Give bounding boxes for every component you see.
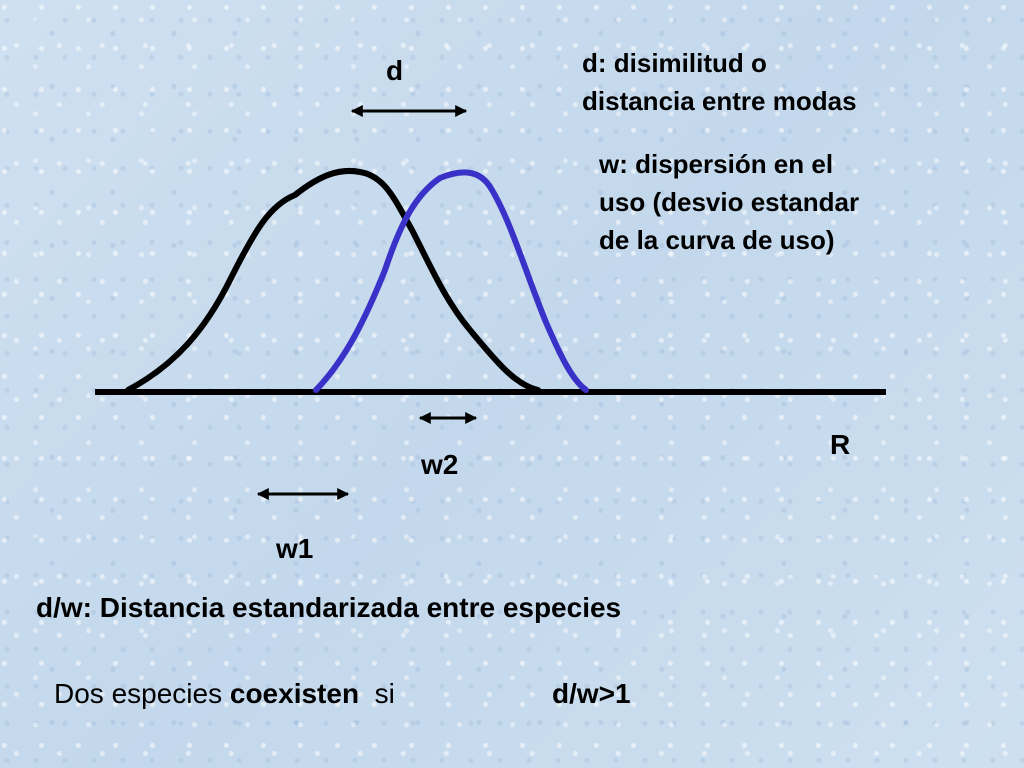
- coexistence-sentence: Dos especies coexisten si: [54, 676, 395, 712]
- coexistence-condition: d/w>1: [552, 678, 631, 709]
- w-definition: w: dispersión en el uso (desvio estandar…: [599, 145, 859, 259]
- standardized-distance-text: d/w: Distancia estandarizada entre espec…: [36, 592, 622, 623]
- d-definition-line-2: distancia entre modas: [582, 86, 857, 116]
- w-definition-line-1: w: dispersión en el: [599, 149, 834, 179]
- coexistence-keyword: coexisten: [229, 678, 360, 709]
- d-label: d: [386, 55, 404, 86]
- d-definition-line-1: d: disimilitud o: [582, 48, 767, 78]
- coexistence-suffix: si: [359, 678, 395, 709]
- species-2-curve: [313, 169, 589, 393]
- w2-label: w2: [421, 449, 459, 480]
- w-definition-line-2: uso (desvio estandar: [599, 187, 860, 217]
- w1-label: w1: [276, 533, 314, 564]
- coexistence-prefix: Dos especies: [54, 678, 230, 709]
- species-1-curve: [125, 167, 541, 393]
- d-definition: d: disimilitud o distancia entre modas: [582, 44, 857, 120]
- w-definition-line-3: de la curva de uso): [599, 225, 835, 255]
- resource-axis-label: R: [830, 429, 851, 460]
